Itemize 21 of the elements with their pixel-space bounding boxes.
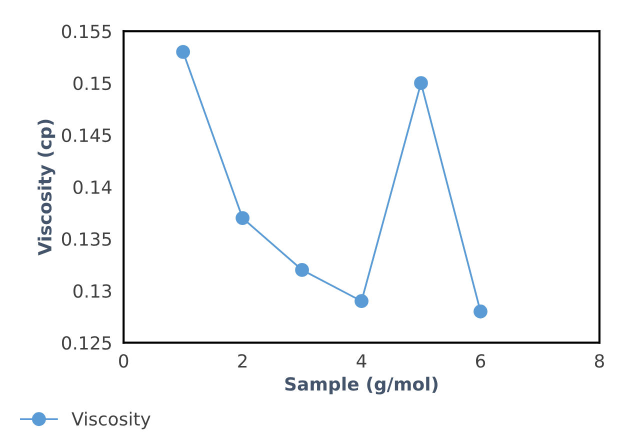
y-tick-label: 0.13 — [73, 284, 112, 298]
y-tick-label: 0.14 — [73, 180, 112, 194]
x-axis-title: Sample (g/mol) — [285, 376, 438, 394]
point — [295, 263, 309, 277]
y-tick-label: 0.15 — [73, 76, 111, 90]
x-tick-label: 0 — [119, 354, 128, 368]
x-tick-label: 2 — [238, 354, 246, 368]
y-tick-label: 0.125 — [62, 336, 111, 350]
point — [176, 44, 190, 59]
x-tick-label: 8 — [594, 354, 604, 368]
point — [236, 211, 250, 225]
y-tick-label: 0.155 — [62, 24, 111, 38]
x-tick-label: 4 — [356, 354, 366, 368]
y-tick-label: 0.145 — [62, 128, 111, 142]
point — [414, 76, 428, 90]
point — [474, 304, 488, 318]
y-axis-title: Viscosity (cp) — [38, 120, 56, 256]
legend-label: Viscosity — [72, 412, 150, 430]
y-tick-label: 0.135 — [62, 232, 111, 246]
x-tick-label: 6 — [476, 354, 486, 368]
point — [354, 294, 368, 308]
